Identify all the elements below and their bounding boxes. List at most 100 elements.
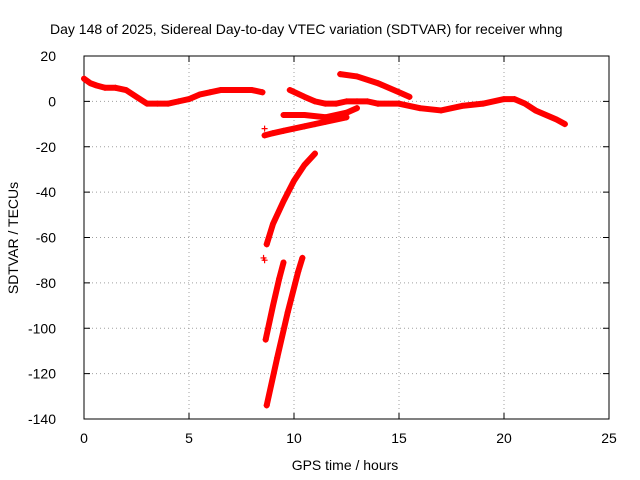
series-main [81,75,266,107]
data-point-marker [93,82,100,89]
data-point-marker [87,80,94,87]
data-point-marker [165,100,171,107]
y-axis-label: SDTVAR / TECUs [5,182,21,294]
series-trace [375,96,568,128]
x-tick-label: 15 [391,430,407,446]
data-point-marker [286,87,293,94]
data-point-marker [261,125,268,132]
data-point-marker [175,98,182,105]
data-point-marker [284,309,291,316]
data-point-marker [102,84,108,91]
y-tick-label: -20 [36,139,56,155]
series-arc-c [375,96,568,128]
data-point-marker [154,100,161,107]
data-point-marker [532,107,539,114]
data-point-marker [333,100,339,107]
data-point-marker [543,111,549,118]
data-point-marker [312,150,318,157]
data-point-marker [262,336,269,343]
data-point-marker [522,100,528,107]
series-rise-2 [262,259,287,343]
series-trace [263,254,306,409]
data-point-marker [276,275,283,282]
data-point-marker [280,198,287,205]
data-point-marker [301,111,308,118]
data-point-marker [261,132,268,139]
data-point-marker [144,100,150,107]
data-point-marker [301,93,308,100]
data-point-marker [270,220,276,227]
x-tick-label: 20 [496,430,512,446]
y-tick-label: -100 [28,320,56,336]
chart-title: Day 148 of 2025, Sidereal Day-to-day VTE… [50,21,563,37]
data-point-marker [263,241,270,248]
y-tick-label: 0 [48,93,56,109]
y-tick-label: -60 [36,230,56,246]
data-point-marker [249,87,255,94]
data-point-marker [112,84,119,91]
y-tick-label: -140 [28,411,56,427]
series-trace [263,150,318,248]
data-point-marker [81,75,87,82]
data-point-marker [274,354,281,361]
data-point-marker [295,268,302,275]
data-point-marker [280,259,287,266]
data-point-marker [459,102,465,109]
data-point-marker [299,254,306,261]
data-point-marker [364,98,371,105]
data-point-marker [312,98,318,105]
data-point-marker [263,402,270,409]
x-tick-label: 10 [286,430,302,446]
data-point-marker [322,118,329,125]
data-point-marker [511,96,518,103]
x-tick-label: 5 [185,430,193,446]
series-arc-a [286,87,381,107]
data-point-marker [217,87,224,94]
data-point-marker [438,107,444,114]
data-point-marker [123,87,129,94]
data-point-marker [322,100,329,107]
data-point-marker [337,71,344,78]
data-point-marker [343,114,350,121]
data-point-marker [333,116,339,123]
data-point-marker [228,87,234,94]
data-series [81,71,568,409]
data-point-marker [375,100,381,107]
series-trace [262,259,287,343]
y-tick-label: -80 [36,275,56,291]
data-point-marker [396,100,402,107]
data-point-marker [417,105,423,112]
data-point-marker [406,93,413,100]
x-tick-label: 0 [80,430,88,446]
y-tick-label: 20 [40,48,56,64]
data-point-marker [343,98,350,105]
series-isolated [260,125,268,264]
y-tick-label: -40 [36,184,56,200]
data-point-marker [196,91,203,98]
data-point-marker [186,96,192,103]
data-point-marker [501,96,507,103]
data-point-marker [480,100,486,107]
data-point-marker [280,127,287,134]
data-point-marker [270,302,276,309]
series-trace [81,75,266,107]
data-point-marker [259,89,266,96]
x-axis-label: GPS time / hours [292,457,399,473]
data-point-marker [312,121,318,128]
y-tick-label: -120 [28,366,56,382]
data-point-marker [291,177,297,184]
axis-ticks: 0 5 10 15 20 25 20 0 -20 -40 -60 -80 -100 -120 -140 [28,48,617,446]
data-point-marker [280,111,287,118]
data-point-marker [261,257,268,264]
data-point-marker [133,93,140,100]
data-point-marker [238,87,245,94]
series-rise-3 [263,254,306,409]
data-point-marker [375,80,381,87]
data-point-marker [354,73,360,80]
series-arc-b [337,71,413,100]
data-point-marker [270,130,276,137]
series-rise-1 [263,150,318,248]
data-point-marker [561,121,568,128]
data-point-marker [301,161,308,168]
